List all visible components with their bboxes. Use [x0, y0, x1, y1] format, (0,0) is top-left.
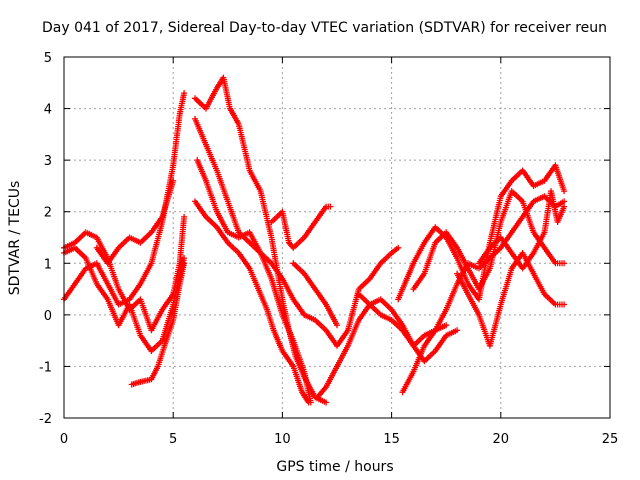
x-tick-label: 10: [274, 432, 291, 447]
y-tick-label: -1: [39, 360, 52, 375]
series-track-12: [301, 244, 402, 349]
y-tick-label: 5: [44, 51, 52, 66]
data-points: [61, 74, 568, 406]
series-track-13: [314, 296, 461, 401]
x-tick-label: 25: [602, 432, 619, 447]
x-tick-label: 0: [60, 432, 68, 447]
series-track-5: [128, 260, 188, 388]
x-tick-label: 15: [383, 432, 400, 447]
data-point-markers: [476, 188, 568, 272]
data-point-markers: [93, 177, 177, 267]
series-track-4: [93, 177, 177, 267]
y-tick-label: 4: [44, 103, 52, 118]
data-point-markers: [128, 260, 188, 388]
data-point-markers: [268, 203, 334, 251]
chart-title: Day 041 of 2017, Sidereal Day-to-day VTE…: [42, 20, 607, 36]
y-tick-label: 2: [44, 206, 52, 221]
data-point-markers: [301, 244, 402, 349]
series-track-19: [476, 188, 568, 272]
data-point-markers: [454, 250, 568, 349]
series-track-11: [290, 260, 340, 329]
y-axis-label: SDTVAR / TECUs: [7, 181, 23, 296]
data-point-markers: [290, 260, 340, 329]
series-track-7: [192, 115, 314, 406]
data-point-markers: [355, 291, 450, 349]
x-axis-label: GPS time / hours: [276, 459, 393, 475]
plot-frame: [63, 56, 611, 419]
y-tick-label: 0: [44, 309, 52, 324]
series-track-10: [268, 203, 334, 251]
series-track-9: [192, 198, 312, 406]
data-point-markers: [314, 296, 461, 401]
series-track-14: [355, 291, 450, 349]
axis-ticks: 0 5 10 15 20 25 -2 -1 0 1 2 3 4 5: [39, 51, 618, 447]
data-point-markers: [192, 74, 330, 406]
y-tick-label: 3: [44, 154, 52, 169]
series-track-6: [192, 74, 330, 406]
x-tick-label: 5: [169, 432, 177, 447]
data-point-markers: [192, 198, 312, 406]
y-tick-label: -2: [39, 412, 52, 427]
x-tick-label: 20: [493, 432, 510, 447]
data-point-markers: [192, 115, 314, 406]
data-point-markers: [194, 157, 308, 318]
series-track-8: [194, 157, 308, 318]
series-track-18: [454, 250, 568, 349]
y-tick-label: 1: [44, 257, 52, 272]
